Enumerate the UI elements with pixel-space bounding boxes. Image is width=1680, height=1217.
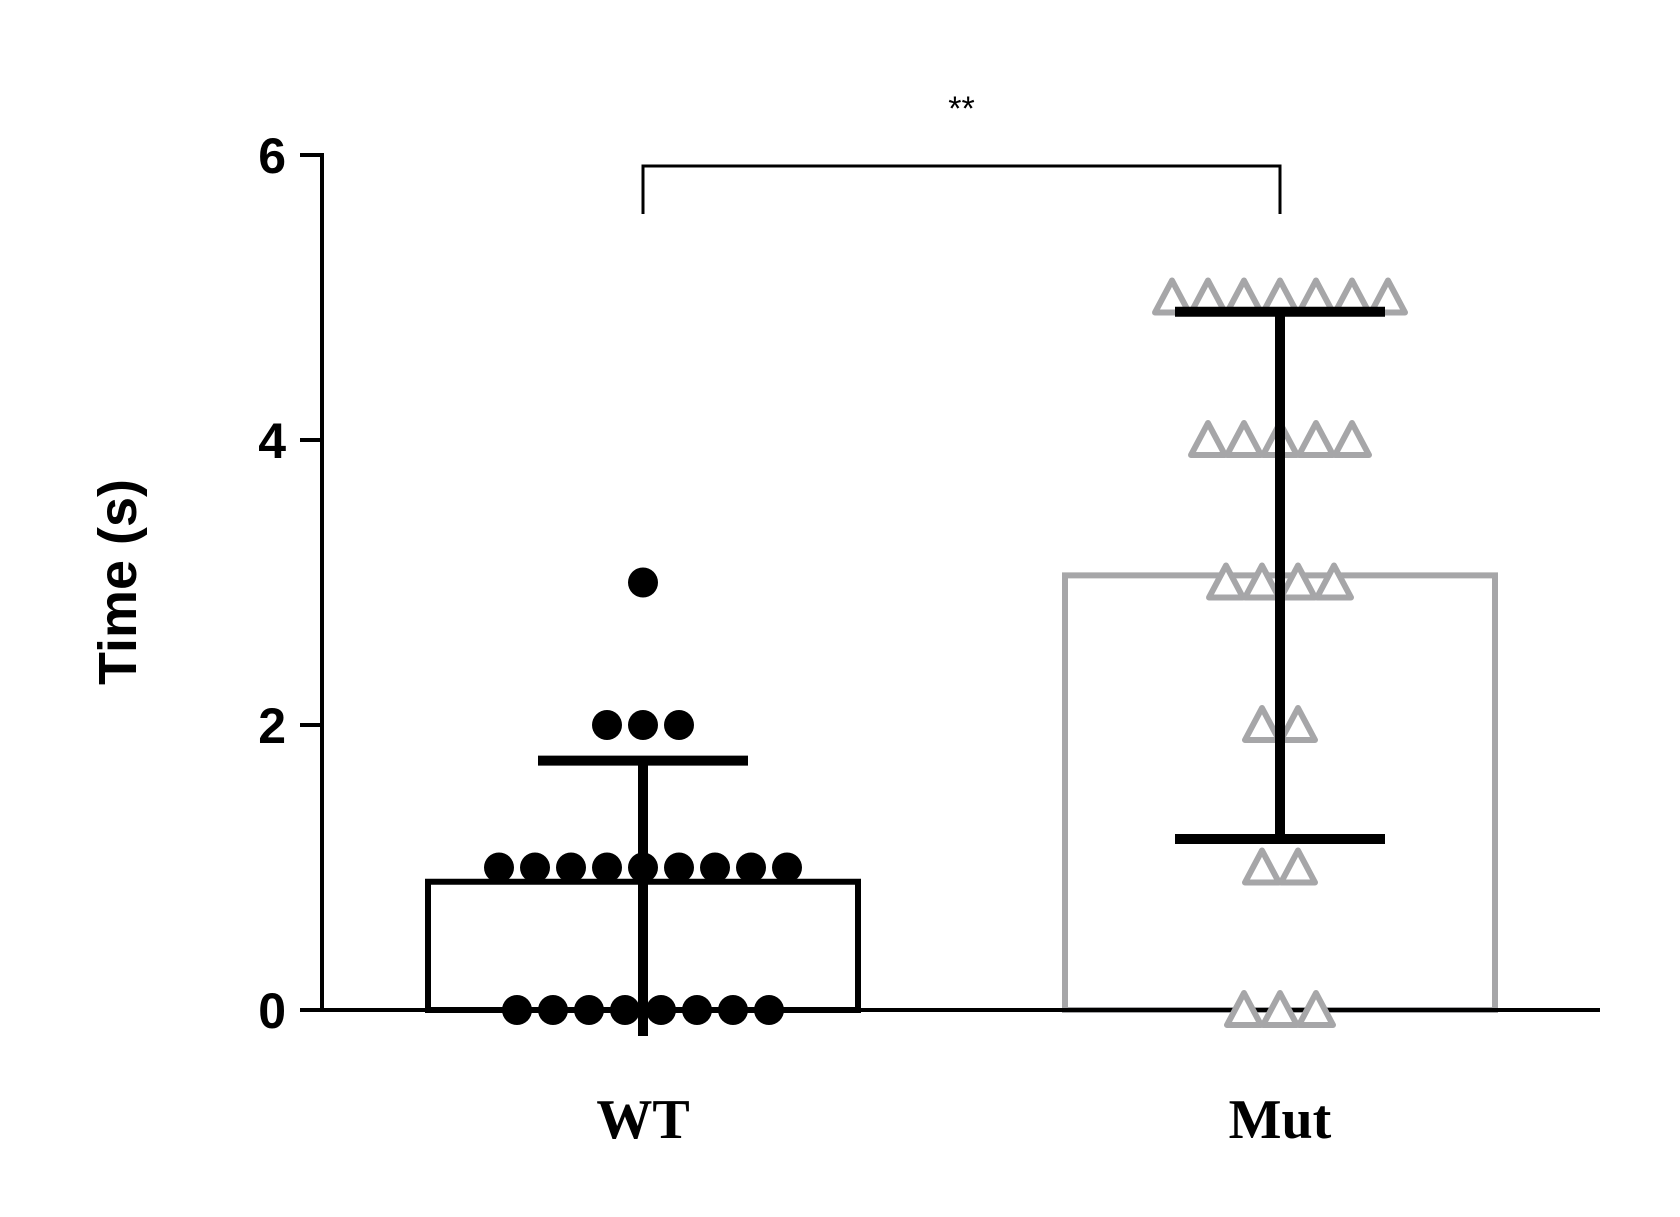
annotation-layer: ** [641,90,1282,214]
data-point [664,710,694,740]
data-point [628,567,658,598]
data-point [502,995,532,1025]
data-point [1242,847,1282,886]
x-tick-label: WT [596,1089,689,1151]
data-point [664,852,694,883]
data-point [1332,420,1372,458]
data-point [1296,990,1336,1028]
data-point [682,995,712,1025]
significance-bracket [641,164,1282,214]
data-point [1206,562,1246,601]
data-point [1224,990,1264,1028]
data-point [1224,420,1264,458]
y-tick-label: 6 [258,128,286,184]
data-point [1260,990,1300,1028]
data-point [718,995,748,1025]
data-point [1278,562,1318,601]
data-point [646,995,676,1025]
significance-label: ** [948,90,974,128]
ticks-layer: 0 2 4 6 WT Mut [258,128,1331,1151]
data-point [592,852,622,883]
data-point [1152,277,1192,316]
data-point [1242,562,1282,601]
data-point [1314,562,1354,601]
x-tick-label: Mut [1229,1089,1332,1151]
data-point [1278,847,1318,886]
data-point [754,995,784,1025]
y-tick-label: 0 [258,983,286,1039]
data-point [1296,420,1336,458]
y-tick-label: 2 [258,698,286,754]
y-axis-label: Time (s) [88,479,148,685]
data-point [1368,277,1408,316]
data-point [1242,705,1282,743]
data-point [538,995,568,1025]
data-point [484,852,514,883]
data-point [592,710,622,740]
data-point [610,995,640,1025]
data-point [772,852,802,883]
data-point [520,852,550,883]
data-point [556,852,586,883]
data-point [736,852,766,883]
error-bars-layer [538,306,1385,1036]
data-point [700,852,730,883]
data-point [574,995,604,1025]
data-point [1188,420,1228,458]
y-tick-label: 4 [258,413,286,469]
data-point [628,710,658,740]
points-layer [484,277,1408,1028]
bars-layer [425,572,1498,1013]
data-point [1278,705,1318,743]
